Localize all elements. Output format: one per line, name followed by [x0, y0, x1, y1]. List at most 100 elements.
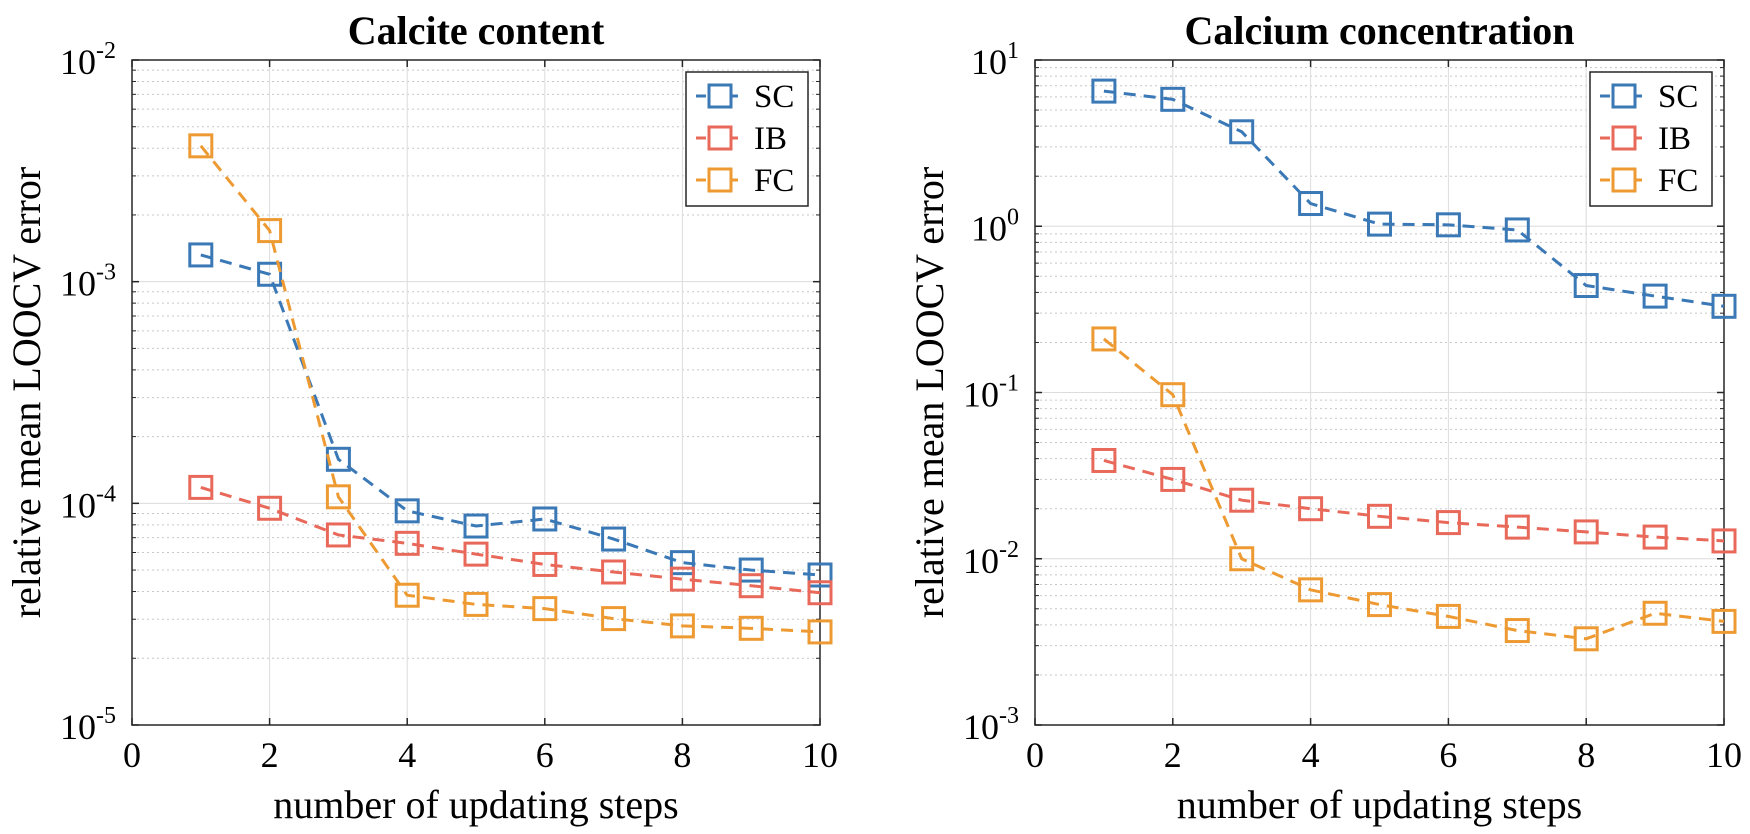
legend-label-IB: IB — [754, 121, 787, 157]
legend-label-SC: SC — [754, 79, 794, 115]
data-point-SC — [1573, 273, 1599, 299]
legend-box — [1589, 71, 1713, 207]
x-tick-label: 4 — [1302, 735, 1320, 775]
data-point-IB — [1367, 503, 1392, 529]
data-point-FC — [325, 484, 351, 510]
data-point-IB — [1504, 514, 1530, 540]
data-point-FC — [1298, 577, 1324, 603]
data-point-SC — [1504, 217, 1530, 243]
data-point-SC — [1435, 212, 1461, 238]
data-point-IB — [1298, 496, 1324, 522]
data-point-FC — [1711, 608, 1737, 634]
axes-box — [131, 59, 821, 726]
x-tick-label: 10 — [1706, 735, 1742, 775]
series-IB — [1091, 447, 1737, 554]
data-point-IB — [1573, 519, 1599, 545]
x-tick-label: 8 — [673, 735, 691, 775]
chart-panel-1: 0 2 4 6 8 10 10-5 10-4 10-3 10-2 Calcite content nu… — [4, 8, 838, 827]
data-point-IB — [188, 474, 214, 500]
x-axis-label: number of updating steps — [273, 782, 679, 827]
legend-marker-FC — [707, 167, 733, 193]
legend-marker-IB — [1611, 125, 1637, 151]
series-line-FC — [199, 144, 821, 634]
data-point-SC — [532, 506, 558, 532]
x-tick-label: 2 — [1164, 735, 1182, 775]
y-axis-label: relative mean LOOCV error — [907, 167, 952, 618]
data-point-IB — [394, 530, 420, 556]
data-point-FC — [394, 582, 420, 608]
data-point-SC — [1642, 283, 1668, 309]
y-tick-label: 10-4 — [60, 481, 116, 525]
data-point-IB — [1229, 487, 1255, 513]
data-point-FC — [1573, 626, 1599, 652]
data-point-SC — [669, 550, 695, 576]
series-line-FC — [1102, 337, 1725, 641]
data-point-IB — [463, 541, 489, 567]
x-tick-label: 8 — [1577, 735, 1595, 775]
legend: SC IB FC — [685, 71, 809, 207]
data-point-FC — [738, 615, 764, 641]
legend-box — [685, 71, 809, 207]
data-point-IB — [738, 573, 764, 599]
data-point-FC — [1642, 600, 1668, 626]
y-tick-label: 10-3 — [60, 260, 116, 304]
x-tick-label: 6 — [1439, 735, 1457, 775]
data-point-SC — [1367, 211, 1392, 237]
data-point-SC — [807, 562, 833, 588]
data-point-SC — [1091, 78, 1117, 104]
chart-title: Calcium concentration — [1185, 8, 1575, 53]
data-point-SC — [1160, 86, 1186, 112]
legend-marker-SC — [1611, 83, 1637, 109]
x-tick-label: 4 — [398, 735, 416, 775]
data-point-FC — [532, 596, 558, 622]
legend-label-FC: FC — [754, 163, 794, 199]
series-FC — [1091, 326, 1737, 652]
data-point-SC — [188, 242, 214, 268]
series-line-IB — [200, 485, 821, 595]
y-tick-label: 10-2 — [60, 38, 116, 82]
data-point-FC — [188, 133, 214, 159]
data-point-IB — [1435, 510, 1461, 536]
series-SC — [1091, 78, 1737, 319]
data-point-IB — [669, 566, 695, 592]
legend-label-SC: SC — [1658, 79, 1698, 115]
x-axis-label: number of updating steps — [1177, 782, 1583, 827]
data-point-FC — [1160, 382, 1186, 408]
y-tick-label: 10-2 — [963, 537, 1019, 581]
y-tick-label: 10-5 — [60, 703, 116, 747]
data-point-FC — [807, 619, 833, 645]
legend-label-IB: IB — [1658, 121, 1691, 157]
data-point-IB — [257, 495, 283, 521]
data-point-FC — [1091, 326, 1117, 352]
series-line-IB — [1103, 459, 1725, 543]
data-point-FC — [1504, 618, 1530, 644]
data-point-SC — [1229, 119, 1255, 145]
series-line-SC — [1103, 89, 1725, 308]
data-point-FC — [463, 591, 489, 617]
data-point-SC — [738, 557, 764, 583]
x-tick-label: 0 — [1026, 735, 1044, 775]
data-point-IB — [1711, 528, 1737, 554]
data-point-SC — [257, 261, 283, 287]
data-point-IB — [1160, 466, 1186, 492]
legend-marker-FC — [1611, 167, 1637, 193]
x-tick-label: 2 — [261, 735, 279, 775]
y-tick-label: 100 — [971, 204, 1019, 248]
data-point-IB — [1091, 447, 1117, 473]
legend-marker-IB — [707, 125, 733, 151]
legend: SC IB FC — [1589, 71, 1713, 207]
series-FC — [188, 133, 833, 645]
x-tick-label: 0 — [123, 735, 141, 775]
x-tick-label: 10 — [802, 735, 838, 775]
data-point-SC — [463, 513, 489, 539]
data-point-FC — [257, 218, 283, 244]
data-point-FC — [601, 606, 627, 632]
data-point-SC — [1298, 191, 1324, 217]
legend-label-FC: FC — [1658, 163, 1698, 199]
data-point-FC — [1435, 603, 1461, 629]
data-point-FC — [1229, 546, 1255, 572]
series-IB — [188, 474, 833, 606]
data-point-SC — [1711, 293, 1737, 319]
chart-panel-2: 0 2 4 6 8 10 10-3 10-2 10-1 100 101 Calcium concent… — [907, 8, 1742, 827]
